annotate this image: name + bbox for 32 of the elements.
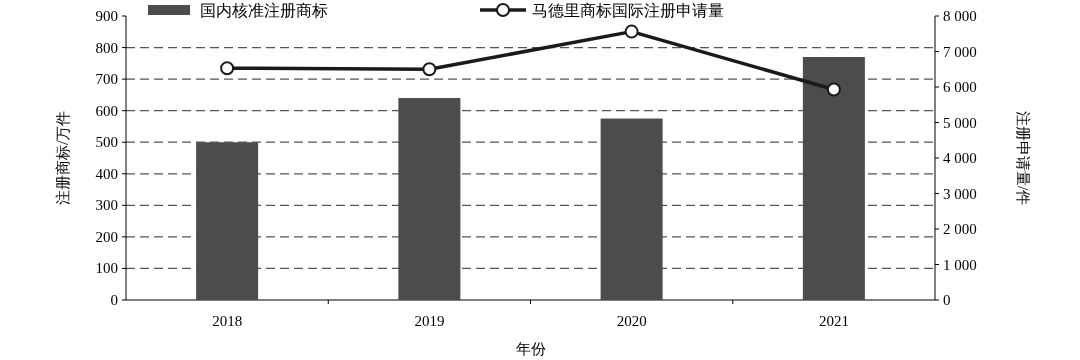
x-tick-label: 2019 bbox=[414, 313, 445, 329]
legend-label: 国内核准注册商标 bbox=[200, 2, 328, 19]
y-tick-label: 700 bbox=[95, 71, 118, 88]
y2-tick-label: 0 bbox=[943, 292, 951, 308]
y-tick-label: 0 bbox=[110, 292, 118, 308]
y-tick-label: 800 bbox=[95, 39, 118, 56]
y2-axis-title: 注册申请量/件 bbox=[1015, 110, 1031, 206]
y-tick-label: 400 bbox=[95, 165, 118, 182]
y2-tick-label: 5 000 bbox=[943, 114, 977, 131]
y2-tick-label: 3 000 bbox=[943, 185, 977, 202]
x-axis-title: 年份 bbox=[515, 341, 546, 357]
y-tick-label: 900 bbox=[95, 8, 118, 24]
point bbox=[826, 82, 841, 97]
x-tick-label: 2021 bbox=[818, 313, 849, 329]
point bbox=[624, 24, 639, 39]
y-tick-label: 100 bbox=[95, 260, 118, 277]
x-tick-label: 2020 bbox=[616, 313, 647, 329]
y2-tick-label: 7 000 bbox=[943, 43, 977, 60]
y2-tick-label: 8 000 bbox=[943, 8, 977, 24]
point bbox=[220, 61, 235, 76]
y2-tick-label: 4 000 bbox=[943, 150, 977, 166]
y-tick-label: 600 bbox=[95, 102, 118, 119]
y2-tick-label: 2 000 bbox=[943, 221, 977, 237]
legend-label: 马德里商标国际注册申请量 bbox=[532, 2, 724, 19]
point bbox=[422, 62, 437, 77]
x-tick-label: 2018 bbox=[212, 313, 243, 329]
y2-tick-label: 6 000 bbox=[943, 79, 977, 95]
y-axis-title: 注册商标/万件 bbox=[55, 110, 71, 206]
y-tick-label: 300 bbox=[95, 197, 118, 214]
y2-tick-label: 1 000 bbox=[943, 256, 977, 273]
y-tick-label: 200 bbox=[95, 228, 118, 245]
y-tick-label: 500 bbox=[95, 134, 118, 151]
